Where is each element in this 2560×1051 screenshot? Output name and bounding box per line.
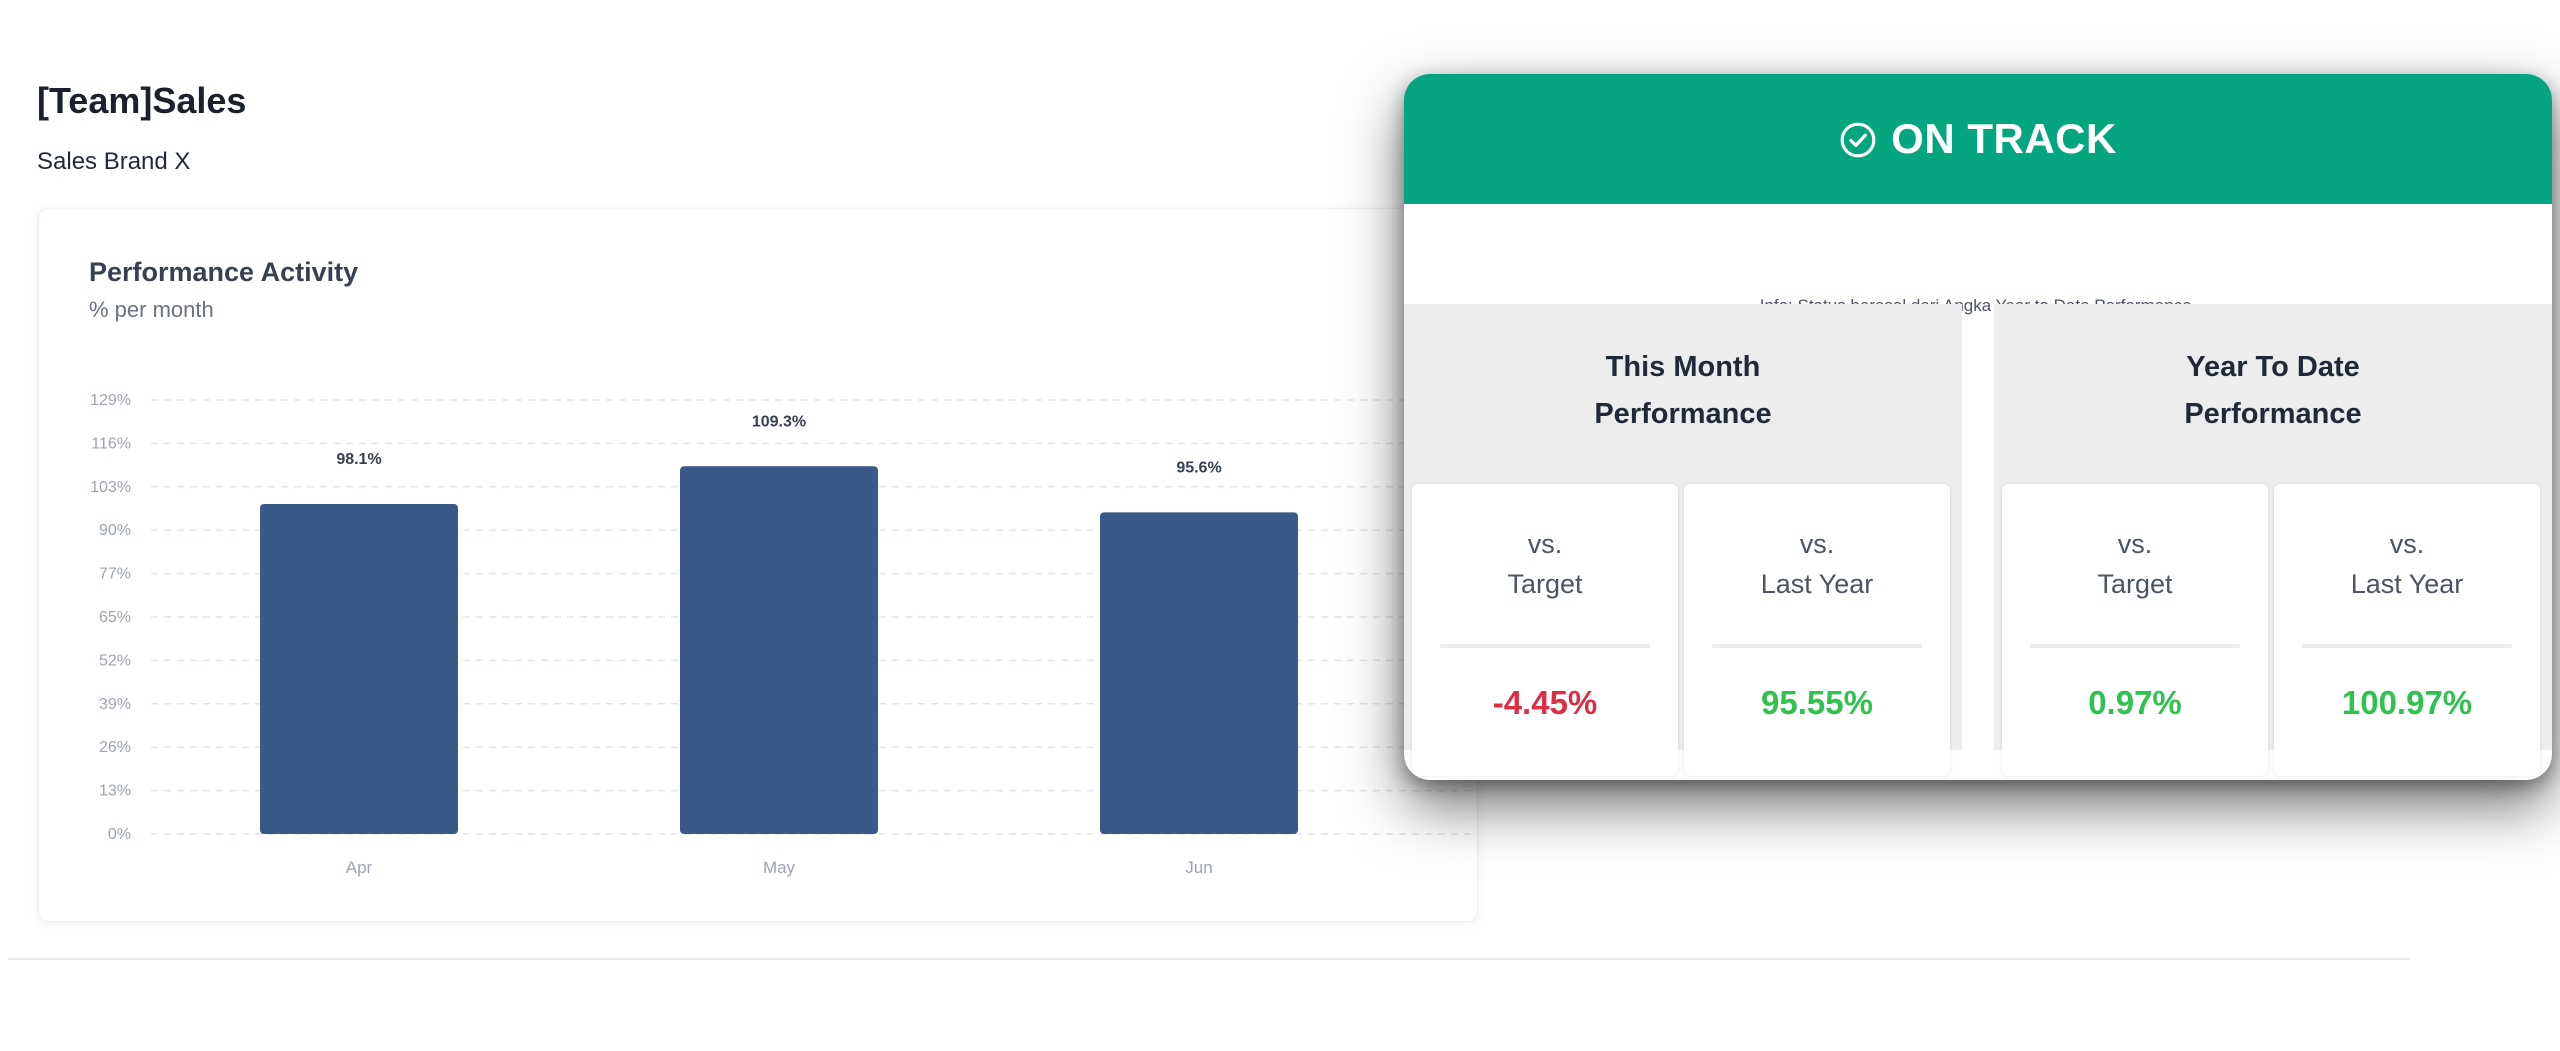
page-subtitle: Sales Brand X — [37, 148, 191, 175]
data-label: 109.3% — [752, 413, 806, 430]
bar — [680, 466, 878, 834]
metric-label-line: vs. — [1527, 529, 1563, 559]
metric-label: vs. Target — [2002, 524, 2268, 604]
group-title-line: This Month — [1605, 351, 1761, 383]
metric-label-line: Last Year — [2350, 569, 2464, 599]
metric-label-line: Target — [2097, 569, 2173, 599]
bar — [1100, 512, 1298, 834]
bar — [260, 503, 458, 834]
y-tick-label: 116% — [91, 435, 131, 452]
metric-divider — [2302, 644, 2512, 648]
status-header: ON TRACK — [1404, 74, 2552, 204]
y-tick-label: 52% — [99, 652, 131, 669]
year-to-date-performance-group: Year To Date Performance vs. Target 0.97… — [1994, 304, 2552, 776]
this-month-performance-group: This Month Performance vs. Target -4.45%… — [1404, 304, 1962, 776]
x-tick-label: Jun — [1185, 858, 1212, 877]
page-divider — [8, 958, 2410, 960]
metric-divider — [1712, 644, 1922, 648]
metric-label: vs. Last Year — [1684, 524, 1950, 604]
group-title-line: Year To Date — [2186, 351, 2360, 383]
metric-label-line: vs. — [1799, 529, 1835, 559]
metric-value: 95.55% — [1761, 684, 1873, 721]
data-label: 95.6% — [1176, 459, 1221, 476]
performance-chart-card: Performance Activity % per month 0% 13% 26… — [38, 208, 1478, 922]
y-tick-label: 13% — [99, 783, 131, 800]
x-tick-label: May — [763, 858, 796, 877]
chart-title: Performance Activity — [89, 257, 359, 287]
metric-card-vs-last-year: vs. Last Year 95.55% — [1684, 484, 1950, 776]
metric-divider — [2030, 644, 2240, 648]
metric-label-line: Last Year — [1760, 569, 1874, 599]
y-tick-label: 26% — [99, 739, 131, 756]
group-title-line: Performance — [2184, 398, 2362, 430]
performance-bar-chart: 0% 13% 26% 39% 52% 65% 77% 90% 103% 116% 129% 98.1%… — [90, 392, 1477, 877]
y-tick-label: 90% — [99, 522, 131, 539]
metric-label: vs. Target — [1412, 524, 1678, 604]
metric-value: 100.97% — [2341, 684, 2473, 721]
metric-label: vs. Last Year — [2274, 524, 2540, 604]
y-tick-label: 65% — [99, 609, 131, 626]
page-title: [Team]Sales — [37, 80, 247, 121]
metric-label-line: Target — [1507, 569, 1583, 599]
metric-card-vs-last-year: vs. Last Year 100.97% — [2274, 484, 2540, 776]
metric-divider — [1440, 644, 1650, 648]
metric-value: 0.97% — [2088, 684, 2182, 721]
x-tick-label: Apr — [346, 858, 373, 877]
group-title: This Month Performance — [1404, 344, 1962, 438]
group-title: Year To Date Performance — [1994, 344, 2552, 438]
y-tick-label: 103% — [90, 479, 131, 496]
y-tick-label: 0% — [108, 826, 131, 843]
y-tick-label: 77% — [99, 566, 131, 583]
metric-card-vs-target: vs. Target 0.97% — [2002, 484, 2268, 776]
metric-label-line: vs. — [2389, 529, 2425, 559]
y-tick-label: 39% — [99, 696, 131, 713]
data-label: 98.1% — [336, 451, 381, 468]
metric-value: -4.45% — [1492, 684, 1598, 721]
chart-subtitle: % per month — [89, 297, 214, 322]
check-circle-icon — [1840, 122, 1876, 158]
group-title-line: Performance — [1594, 398, 1772, 430]
metric-card-vs-target: vs. Target -4.45% — [1412, 484, 1678, 776]
metric-label-line: vs. — [2117, 529, 2153, 559]
status-panel: ON TRACK Info: Status berasal dari Angka… — [1404, 74, 2552, 780]
status-text: ON TRACK — [1891, 115, 2117, 162]
y-tick-label: 129% — [90, 392, 131, 409]
